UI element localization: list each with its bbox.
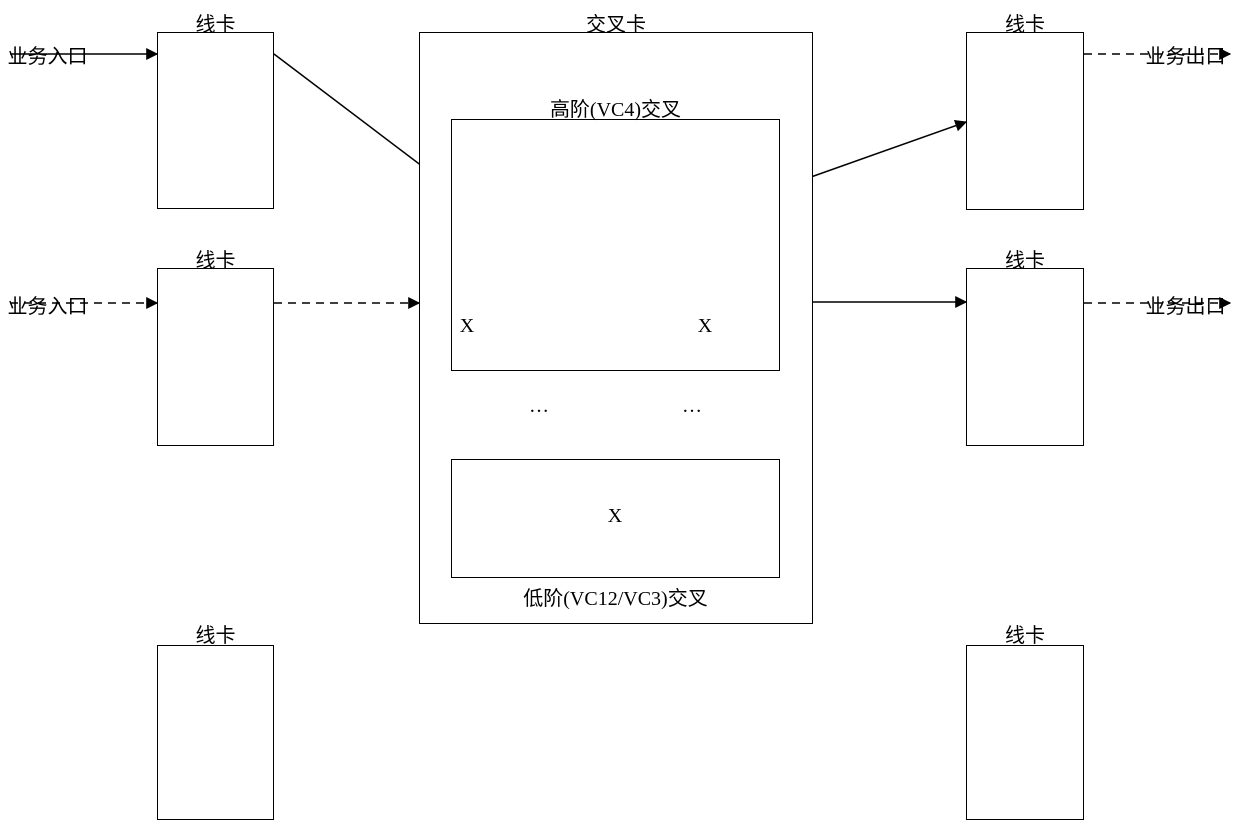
- label-x_bottom: X: [605, 505, 625, 528]
- label-low: 低阶(VC12/VC3)交叉: [451, 582, 780, 611]
- box-lc_left_mid: [157, 268, 274, 446]
- label-ell_left: …: [519, 395, 559, 418]
- label-in2: 业务入口: [0, 290, 95, 319]
- label-x_right: X: [695, 315, 715, 338]
- label-cross_outer: 交叉卡: [419, 8, 813, 37]
- label-lc_left_top: 线卡: [157, 8, 274, 37]
- label-in1: 业务入口: [0, 40, 95, 69]
- diagram-canvas: 线卡线卡线卡线卡线卡线卡交叉卡高阶(VC4)交叉低阶(VC12/VC3)交叉业务…: [0, 0, 1240, 829]
- box-lc_left_top: [157, 32, 274, 209]
- label-ell_right: …: [672, 395, 712, 418]
- label-lc_right_mid: 线卡: [966, 244, 1084, 273]
- box-lc_right_mid: [966, 268, 1084, 446]
- box-high: [451, 119, 780, 371]
- label-lc_left_mid: 线卡: [157, 244, 274, 273]
- box-lc_right_bot: [966, 645, 1084, 820]
- label-out2: 业务出口: [1133, 290, 1238, 319]
- label-x_left: X: [457, 315, 477, 338]
- label-out1: 业务出口: [1133, 40, 1238, 69]
- label-high: 高阶(VC4)交叉: [451, 93, 780, 122]
- box-lc_left_bot: [157, 645, 274, 820]
- label-lc_left_bot: 线卡: [157, 619, 274, 648]
- label-lc_right_bot: 线卡: [966, 619, 1084, 648]
- box-lc_right_top: [966, 32, 1084, 210]
- label-lc_right_top: 线卡: [966, 8, 1084, 37]
